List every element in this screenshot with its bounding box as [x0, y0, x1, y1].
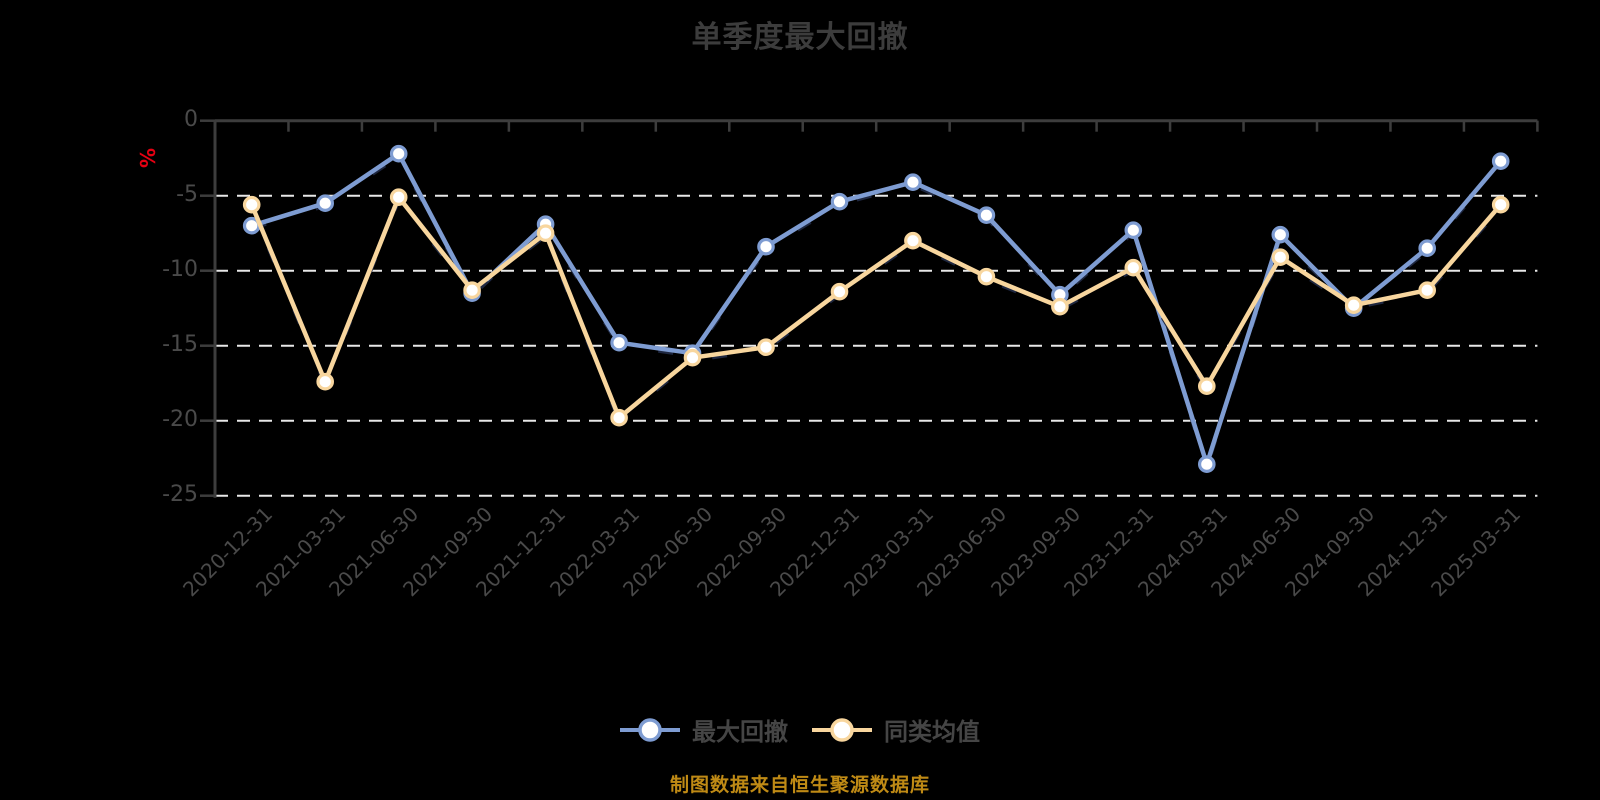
- data-point-1-2022-06-30[interactable]: [683, 348, 702, 367]
- data-point-0-2022-03-31[interactable]: [610, 333, 628, 352]
- y-axis-label--25: -25: [162, 481, 198, 507]
- legend-label: 最大回撤: [692, 718, 788, 746]
- data-point-1-2022-03-31[interactable]: [610, 408, 628, 427]
- data-point-1-2025-03-31[interactable]: [1491, 195, 1510, 214]
- data-point-0-2021-03-31[interactable]: [316, 194, 334, 212]
- y-axis-label--5: -5: [176, 181, 198, 207]
- data-point-0-2022-12-31[interactable]: [830, 192, 849, 211]
- data-point-1-2022-12-31[interactable]: [830, 282, 849, 301]
- y-axis-label-0: 0: [184, 106, 198, 132]
- series-line-0[interactable]: [249, 151, 1503, 467]
- data-point-1-2024-06-30[interactable]: [1271, 248, 1290, 267]
- series-line-1[interactable]: [249, 194, 1503, 420]
- legend-marker-line-circle-icon: [812, 717, 872, 742]
- data-point-1-2023-03-31[interactable]: [904, 231, 922, 250]
- data-point-1-2021-03-31[interactable]: [316, 372, 334, 391]
- data-point-1-2022-09-30[interactable]: [757, 338, 775, 356]
- y-axis-label--15: -15: [162, 331, 198, 357]
- data-point-1-2023-06-30[interactable]: [977, 267, 996, 286]
- data-point-1-2020-12-31[interactable]: [242, 195, 261, 214]
- data-point-1-2024-03-31[interactable]: [1198, 377, 1216, 395]
- data-point-0-2021-06-30[interactable]: [389, 144, 408, 163]
- data-point-1-2021-12-31[interactable]: [536, 224, 555, 242]
- data-point-1-2021-06-30[interactable]: [389, 188, 408, 206]
- data-point-1-2024-09-30[interactable]: [1344, 296, 1363, 314]
- data-source-caption: 制图数据来自恒生聚源数据库: [669, 774, 930, 796]
- data-point-1-2023-12-31[interactable]: [1124, 258, 1143, 277]
- data-point-0-2024-06-30[interactable]: [1271, 225, 1290, 244]
- data-point-1-2021-09-30[interactable]: [463, 281, 481, 299]
- y-axis-label--20: -20: [162, 406, 198, 432]
- data-point-0-2023-06-30[interactable]: [977, 206, 996, 224]
- legend-item-category-average[interactable]: 同类均值: [812, 712, 980, 747]
- data-point-0-2024-12-31[interactable]: [1418, 239, 1436, 257]
- legend-label: 同类均值: [884, 718, 980, 746]
- legend: 最大回撤 同类均值: [0, 712, 1600, 747]
- data-point-0-2024-03-31[interactable]: [1198, 455, 1216, 473]
- data-point-1-2023-09-30[interactable]: [1051, 297, 1069, 316]
- y-axis-label--10: -10: [162, 256, 198, 282]
- legend-marker-line-circle-icon: [620, 717, 680, 742]
- data-point-0-2023-03-31[interactable]: [904, 173, 922, 191]
- data-point-0-2025-03-31[interactable]: [1491, 152, 1510, 170]
- chart-title: 单季度最大回撤: [691, 20, 909, 55]
- data-point-1-2024-12-31[interactable]: [1418, 281, 1436, 299]
- data-point-0-2022-09-30[interactable]: [757, 237, 775, 256]
- data-point-0-2023-12-31[interactable]: [1124, 221, 1143, 239]
- legend-item-max-drawdown[interactable]: 最大回撤: [620, 712, 788, 747]
